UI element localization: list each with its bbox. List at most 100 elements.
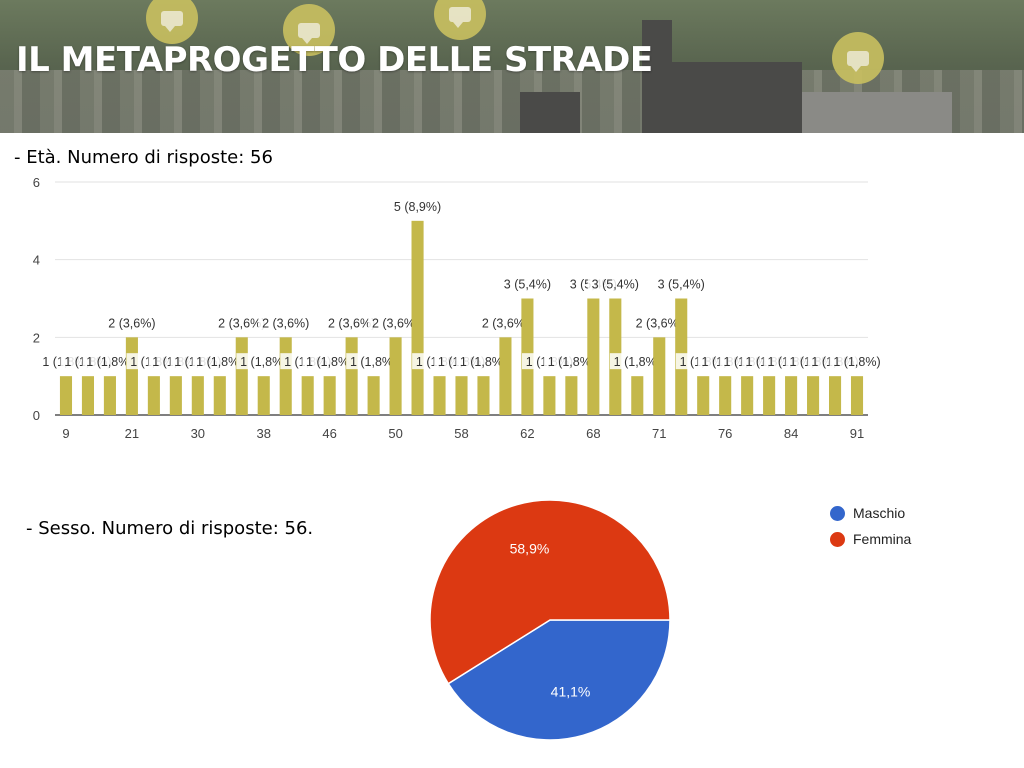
bar	[850, 376, 864, 415]
data-label: 3 (5,4%)	[504, 278, 551, 292]
bar	[213, 376, 226, 415]
bar	[169, 376, 182, 415]
bar	[828, 376, 842, 415]
data-label: 2 (3,6%)	[482, 316, 529, 330]
bar	[433, 376, 446, 415]
data-label: 3 (5,4%)	[658, 278, 705, 292]
bar	[411, 220, 424, 415]
x-tick-label: 84	[784, 426, 798, 441]
data-label-background	[346, 353, 402, 370]
x-tick-label: 62	[520, 426, 534, 441]
bar	[323, 376, 336, 415]
data-label: 1 (1,8%)	[548, 355, 595, 369]
bar	[367, 376, 380, 415]
legend-swatch	[830, 505, 845, 521]
data-label: 1 (1,8%)	[240, 355, 287, 369]
x-tick-label: 38	[257, 426, 271, 441]
data-label: 1 (1,8%)	[460, 355, 507, 369]
y-tick-label: 2	[33, 330, 40, 345]
chat-bubble-icon	[283, 4, 335, 56]
data-label: 2 (3,6%)	[262, 316, 309, 330]
bar	[147, 376, 160, 415]
bar	[455, 376, 468, 415]
data-label-background	[587, 275, 643, 292]
bar	[257, 376, 270, 415]
chat-bubble-icon	[434, 0, 486, 40]
bar	[653, 337, 666, 415]
data-label: 2 (3,6%)	[372, 316, 419, 330]
data-label-background	[456, 353, 511, 370]
bar	[125, 337, 138, 415]
bar	[807, 376, 820, 415]
bar	[785, 376, 798, 415]
data-label-background	[104, 314, 160, 331]
bar	[279, 337, 292, 415]
y-tick-label: 0	[33, 408, 40, 423]
data-label-background	[236, 353, 292, 370]
header-banner: IL METAPROGETTO DELLE STRADE	[0, 0, 1024, 133]
legend-label: Femmina	[853, 531, 912, 547]
data-label-background	[390, 197, 445, 214]
chat-bubble-icon	[832, 32, 884, 84]
legend-label: Maschio	[853, 505, 906, 521]
slice-label: 41,1%	[551, 684, 591, 700]
data-label-background	[192, 353, 248, 370]
chat-bubble-icon	[146, 0, 198, 44]
bar	[59, 376, 73, 415]
x-tick-label: 50	[388, 426, 402, 441]
data-label: 3 (5,4%)	[592, 278, 639, 292]
bar	[345, 337, 358, 415]
legend-entry-maschio: Maschio	[830, 500, 911, 526]
bar	[389, 337, 402, 415]
x-tick-label: 71	[652, 426, 666, 441]
bar	[235, 337, 248, 415]
age-caption: - Età. Numero di risposte: 56	[14, 147, 273, 168]
legend-entry-femmina: Femmina	[830, 526, 911, 552]
pie-legend: Maschio Femmina	[830, 500, 911, 552]
background-building	[802, 92, 952, 133]
data-label-background	[368, 314, 423, 331]
sex-caption: - Sesso. Numero di risposte: 56.	[26, 518, 314, 539]
background-building	[642, 20, 672, 133]
background-building	[672, 62, 802, 133]
data-label-background	[653, 275, 709, 292]
data-label-background	[82, 353, 138, 370]
legend-swatch	[830, 531, 845, 547]
slice-label: 58,9%	[510, 540, 550, 556]
data-label: 1 (1,8%)	[86, 355, 133, 369]
x-tick-label: 46	[322, 426, 336, 441]
bar	[301, 376, 314, 415]
data-label: 5 (8,9%)	[394, 200, 441, 214]
x-tick-label: 91	[850, 426, 864, 441]
sex-pie-chart: 41,1% 58,9%	[429, 499, 671, 741]
data-label: 2 (3,6%)	[328, 316, 375, 330]
bar	[763, 376, 776, 415]
bar	[741, 376, 754, 415]
bar	[103, 376, 116, 415]
data-label-background	[609, 353, 665, 370]
data-label-background	[214, 314, 270, 331]
data-label: 2 (3,6%)	[108, 316, 155, 330]
data-label: 1 (1,8%)	[833, 355, 880, 369]
x-tick-label: 30	[191, 426, 205, 441]
bar	[631, 376, 644, 415]
data-label: 1 (1,8%)	[196, 355, 243, 369]
data-label-background	[258, 314, 314, 331]
y-tick-label: 4	[33, 253, 40, 268]
bar	[697, 376, 710, 415]
bar	[587, 298, 600, 415]
data-label-background	[324, 314, 380, 331]
x-tick-label: 21	[125, 426, 139, 441]
x-tick-label: 58	[454, 426, 468, 441]
bar	[543, 376, 556, 415]
data-label-background	[302, 353, 358, 370]
data-label: 2 (3,6%)	[218, 316, 265, 330]
data-label-background	[500, 275, 555, 292]
x-tick-label: 9	[62, 426, 69, 441]
background-building	[520, 92, 580, 133]
y-tick-label: 6	[33, 175, 40, 190]
pie-slice	[429, 499, 671, 685]
bar	[499, 337, 512, 415]
data-label-background	[543, 353, 599, 370]
